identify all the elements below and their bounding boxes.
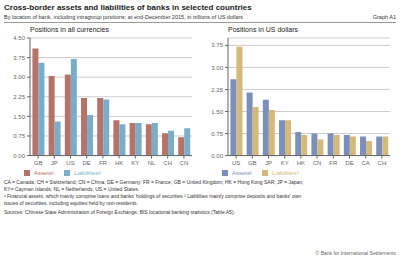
svg-text:1.50: 1.50 [13, 114, 25, 120]
svg-text:NL: NL [148, 160, 156, 166]
svg-text:2.25: 2.25 [13, 94, 25, 100]
svg-text:JP: JP [265, 160, 272, 166]
svg-text:FR: FR [329, 160, 338, 166]
svg-text:KY: KY [131, 160, 139, 166]
svg-text:2.25: 2.25 [211, 87, 223, 93]
html-text:Liabilities²: Liabilities² [272, 169, 299, 176]
html-text:issues of securities, includin: issues of securities, including equities… [4, 200, 138, 206]
svg-text:3.75: 3.75 [211, 42, 223, 48]
svg-text:1.50: 1.50 [211, 109, 223, 115]
html-text:¹ Financial assets, which main: ¹ Financial assets, which mainly compris… [4, 193, 302, 199]
svg-text:DE: DE [345, 160, 353, 166]
html-text:Positions in US dollars: Positions in US dollars [228, 26, 298, 33]
svg-text:CA: CA [362, 160, 370, 166]
svg-text:0.00: 0.00 [211, 153, 223, 159]
html-text:Liabilities²: Liabilities² [74, 169, 101, 176]
svg-text:0.75: 0.75 [13, 133, 25, 139]
svg-text:US: US [232, 160, 240, 166]
svg-text:3.00: 3.00 [211, 65, 223, 71]
svg-text:0.75: 0.75 [211, 131, 223, 137]
html-text:Positions in all currencies: Positions in all currencies [30, 26, 109, 33]
svg-text:CN: CN [180, 160, 189, 166]
html-text:© Bank for International Settl: © Bank for International Settlements [315, 250, 396, 256]
svg-text:3.75: 3.75 [13, 55, 25, 61]
svg-text:HK: HK [115, 160, 123, 166]
html-text:By location of bank, including: By location of bank, including intragrou… [4, 14, 244, 20]
html-text:Assets¹: Assets¹ [232, 169, 252, 176]
svg-text:CH: CH [163, 160, 172, 166]
svg-text:0.00: 0.00 [13, 153, 25, 159]
svg-text:KY: KY [281, 160, 289, 166]
svg-text:CH: CH [378, 160, 387, 166]
svg-text:CN: CN [313, 160, 322, 166]
html-text:KY= Cayman Islands; NL = Nethe: KY= Cayman Islands; NL = Netherlands; US… [4, 186, 140, 192]
svg-text:GB: GB [34, 160, 43, 166]
html-text:Graph A1: Graph A1 [372, 14, 396, 20]
svg-text:FR: FR [99, 160, 108, 166]
svg-text:3.00: 3.00 [13, 74, 25, 80]
svg-text:4.50: 4.50 [13, 35, 25, 41]
svg-text:HK: HK [297, 160, 305, 166]
html-text:Cross-border assets and liabil: Cross-border assets and liabilities of b… [4, 3, 252, 12]
svg-text:JP: JP [51, 160, 58, 166]
html-text:CA = Canada; CH = Switzerland;: CA = Canada; CH = Switzerland; CN = Chin… [4, 179, 304, 185]
html-text:Assets¹: Assets¹ [34, 169, 54, 176]
svg-text:US: US [66, 160, 74, 166]
svg-text:GB: GB [248, 160, 257, 166]
svg-text:DE: DE [83, 160, 91, 166]
html-text:Sources: Chinese State Adminis: Sources: Chinese State Administration of… [4, 209, 235, 215]
